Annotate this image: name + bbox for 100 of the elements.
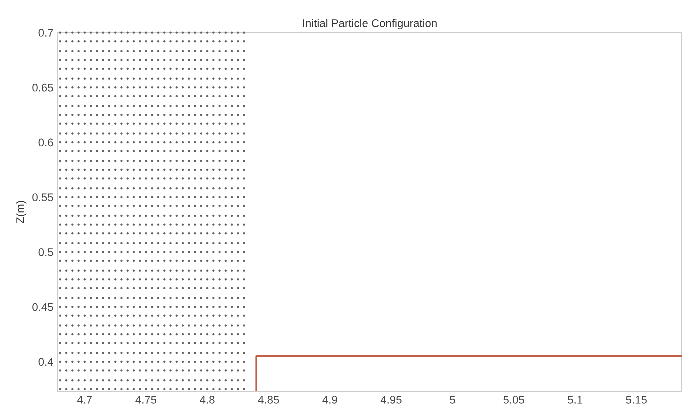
point: [230, 287, 234, 290]
point: [65, 232, 68, 235]
point: [65, 141, 68, 144]
point: [157, 360, 160, 364]
point: [200, 260, 203, 262]
point: [65, 187, 68, 190]
point: [182, 232, 184, 235]
point: [114, 214, 117, 218]
point: [182, 141, 184, 144]
point: [200, 306, 203, 308]
point: [90, 306, 92, 308]
x-tick-label: 4.8: [200, 396, 215, 404]
point: [206, 242, 209, 245]
point: [108, 40, 111, 43]
point: [206, 214, 209, 218]
point: [84, 242, 86, 245]
point: [65, 379, 68, 382]
point: [108, 232, 111, 235]
point: [182, 333, 184, 336]
point: [157, 232, 160, 235]
point: [65, 360, 68, 364]
point: [132, 114, 136, 116]
point: [108, 68, 111, 70]
point: [224, 260, 228, 262]
point: [200, 333, 203, 336]
point: [224, 360, 228, 364]
point: [65, 95, 68, 98]
point: [84, 68, 86, 70]
point: [84, 306, 86, 308]
point: [90, 232, 92, 235]
point: [65, 68, 68, 70]
point: [224, 114, 228, 116]
point: [108, 287, 111, 290]
point: [90, 168, 92, 172]
point: [157, 68, 160, 70]
point: [108, 95, 111, 98]
point: [132, 306, 136, 308]
point: [206, 141, 209, 144]
point: [84, 260, 86, 262]
point: [182, 306, 184, 308]
point: [182, 214, 184, 218]
point: [224, 242, 228, 245]
point: [114, 50, 117, 53]
point: [224, 214, 228, 218]
point: [200, 68, 203, 70]
point: [65, 242, 68, 245]
point: [224, 379, 228, 382]
point: [200, 40, 203, 43]
point: [114, 114, 117, 116]
point: [230, 141, 234, 144]
point: [114, 168, 117, 172]
point: [132, 95, 136, 98]
point: [200, 214, 203, 218]
point: [108, 187, 111, 190]
point: [200, 379, 203, 382]
point: [132, 379, 136, 382]
point: [206, 40, 209, 43]
x-tick-label: 4.75: [136, 396, 157, 404]
point: [132, 68, 136, 70]
y-tick-label: 0.4: [38, 358, 54, 366]
point: [90, 141, 92, 144]
y-tick-label: 0.5: [38, 248, 54, 256]
x-tick-label: 5.05: [504, 396, 524, 404]
point: [132, 141, 136, 144]
point: [157, 40, 160, 43]
point: [65, 168, 68, 172]
point: [90, 95, 92, 98]
y-tick-label: 0.6: [38, 138, 54, 147]
point: [230, 40, 234, 43]
point: [132, 50, 136, 53]
point: [132, 40, 136, 43]
point: [114, 242, 117, 245]
point: [200, 114, 203, 116]
point: [84, 379, 86, 382]
point: [224, 306, 228, 308]
x-tick-label: 5.15: [626, 396, 647, 404]
point: [157, 141, 160, 144]
point: [114, 40, 117, 43]
point: [157, 168, 160, 172]
point: [90, 242, 92, 245]
point: [206, 287, 209, 290]
point: [206, 306, 209, 308]
point: [59, 114, 62, 116]
point: [132, 168, 136, 172]
point: [224, 187, 228, 190]
point: [114, 260, 117, 262]
point: [206, 168, 209, 172]
point: [200, 95, 203, 98]
point: [65, 260, 68, 262]
point: [84, 287, 86, 290]
point: [132, 214, 136, 218]
point: [114, 68, 117, 70]
y-axis-title: Z(m): [16, 201, 27, 224]
x-tick-label: 4.9: [322, 396, 338, 404]
point: [230, 168, 234, 172]
point: [157, 50, 160, 53]
point: [200, 287, 203, 290]
point: [200, 242, 203, 245]
point: [230, 232, 234, 235]
point: [132, 242, 136, 245]
